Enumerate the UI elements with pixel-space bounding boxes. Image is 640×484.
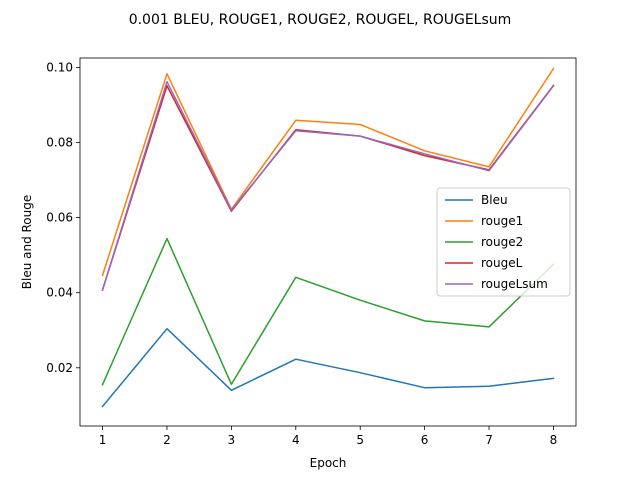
y-tick-label: 0.08 [46,135,73,149]
series-line-rouge1 [101,67,555,277]
chart-title: 0.001 BLEU, ROUGE1, ROUGE2, ROUGEL, ROUG… [129,12,512,28]
x-tick-label: 1 [99,433,107,447]
x-tick-label: 2 [163,433,171,447]
plot-area: 1 2 3 4 5 6 7 8 0.02 0.04 0.06 0.08 0.10 Bleu rouge1 ro… [46,57,577,447]
y-tick-label: 0.06 [46,211,73,225]
x-tick-label: 5 [356,433,364,447]
y-tick-label: 0.04 [46,286,73,300]
x-tick-label: 8 [550,433,558,447]
x-tick-label: 4 [292,433,300,447]
legend-label: Bleu [481,193,508,207]
legend-box [436,187,571,297]
legend: Bleu rouge1 rouge2 rougeL rougeLsum [436,187,571,297]
y-tick-label: 0.10 [46,60,73,74]
y-axis-label: Bleu and Rouge [20,195,34,290]
x-tick-label: 3 [228,433,236,447]
legend-label: rougeLsum [481,277,548,291]
series-line-rougelsum [101,80,555,292]
legend-label: rougeL [481,256,523,270]
legend-label: rouge1 [481,214,523,228]
series-line-bleu [101,327,555,408]
y-tick-label: 0.02 [46,361,73,375]
legend-label: rouge2 [481,235,523,249]
x-axis-label: Epoch [310,456,347,470]
x-tick-label: 6 [421,433,429,447]
series-line-rouge2 [101,237,555,386]
x-tick-label: 7 [485,433,493,447]
axes-frame [79,57,577,427]
